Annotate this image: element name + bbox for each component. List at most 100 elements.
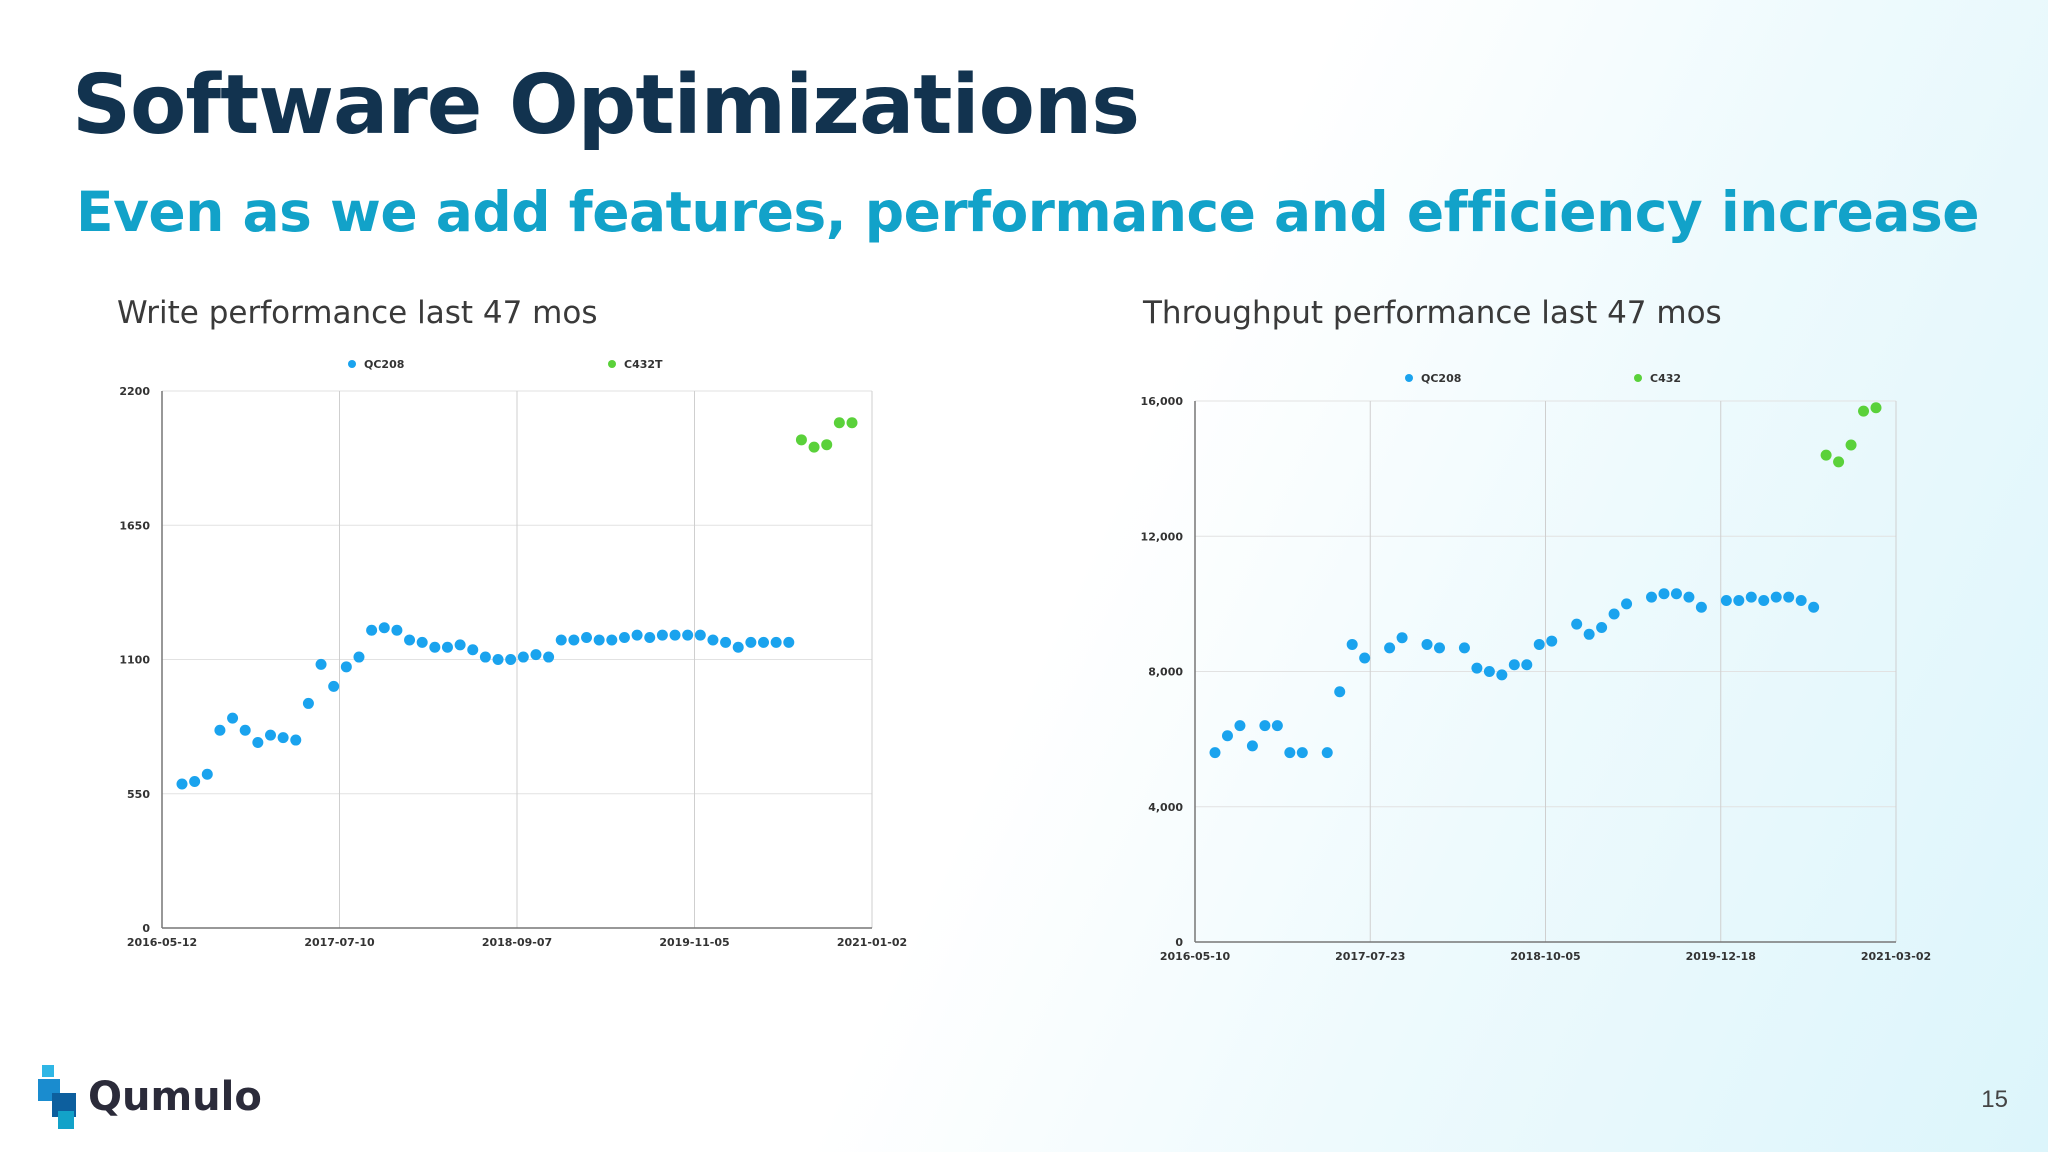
data-point	[1359, 652, 1371, 664]
data-point	[581, 632, 593, 644]
data-point	[214, 724, 226, 736]
data-point	[277, 732, 289, 744]
data-point	[1658, 588, 1670, 600]
data-point	[239, 724, 251, 736]
y-tick-label: 2200	[119, 385, 150, 398]
y-tick-label: 12,000	[1141, 530, 1184, 543]
page-number: 15	[1981, 1086, 2008, 1113]
x-tick-label: 2019-12-18	[1686, 950, 1756, 963]
data-point	[1646, 591, 1658, 603]
x-tick-label: 2018-09-07	[482, 936, 552, 949]
data-point	[1346, 638, 1358, 650]
data-point	[1583, 628, 1595, 640]
data-point	[1271, 720, 1283, 732]
data-point	[429, 641, 441, 653]
data-point	[176, 778, 188, 790]
data-point	[631, 629, 643, 641]
data-point	[669, 629, 681, 641]
y-tick-label: 16,000	[1141, 395, 1184, 408]
data-point	[227, 712, 239, 724]
x-tick-label: 2019-11-05	[659, 936, 729, 949]
slide-title: Software Optimizations	[72, 58, 1140, 153]
x-tick-label: 2021-01-02	[837, 936, 907, 949]
data-point	[1471, 662, 1483, 674]
data-point	[1384, 642, 1396, 654]
data-point	[1508, 659, 1520, 671]
data-point	[1670, 588, 1682, 600]
data-point	[378, 622, 390, 634]
data-point	[264, 729, 276, 741]
data-point	[1845, 439, 1857, 451]
data-point	[1458, 642, 1470, 654]
data-point	[1483, 666, 1495, 677]
data-point	[1745, 591, 1757, 603]
data-point	[770, 636, 782, 648]
data-point	[1783, 591, 1795, 603]
data-point	[479, 651, 491, 663]
data-point	[1571, 618, 1583, 630]
data-point	[846, 417, 858, 429]
data-point	[1870, 402, 1882, 414]
write-performance-chart: 0 550 1100 1650 2200 2016-05-12 2017-07-10 2018…	[119, 358, 907, 949]
data-point	[720, 636, 732, 648]
data-point	[1621, 598, 1633, 610]
x-tick-label: 2016-05-12	[127, 936, 197, 949]
qumulo-logo-text: Qumulo	[88, 1074, 262, 1120]
legend-label: C432T	[624, 358, 663, 371]
data-point	[1546, 635, 1558, 647]
legend-label: C432	[1650, 372, 1681, 385]
data-point	[302, 697, 314, 709]
slide-subtitle: Even as we add features, performance and…	[76, 180, 1980, 244]
data-point	[758, 636, 770, 648]
data-point	[644, 632, 656, 644]
data-point	[366, 624, 378, 636]
write-chart-caption: Write performance last 47 mos	[117, 295, 598, 331]
data-point	[1833, 456, 1845, 468]
y-tick-label: 1100	[119, 654, 150, 667]
y-tick-label: 0	[1175, 936, 1183, 949]
data-point	[1246, 740, 1258, 752]
data-point	[1521, 659, 1533, 671]
data-point	[1421, 638, 1433, 650]
data-point	[1321, 747, 1333, 759]
data-point	[694, 629, 706, 641]
data-point	[1284, 747, 1296, 759]
data-point	[1720, 594, 1732, 606]
legend-marker	[608, 360, 616, 368]
data-point	[252, 736, 264, 748]
data-point	[783, 636, 795, 648]
y-tick-label: 8,000	[1148, 666, 1183, 679]
data-point	[1733, 594, 1745, 606]
data-point	[1770, 591, 1782, 603]
y-tick-label: 4,000	[1148, 801, 1183, 814]
data-point	[467, 644, 479, 656]
data-point	[328, 680, 340, 692]
legend-marker	[348, 360, 356, 368]
x-tick-label: 2017-07-10	[304, 936, 375, 949]
data-point	[353, 651, 365, 663]
data-point	[821, 439, 833, 451]
data-point	[1795, 594, 1807, 606]
data-point	[833, 417, 845, 429]
throughput-chart-caption: Throughput performance last 47 mos	[1143, 295, 1722, 331]
data-point	[454, 639, 466, 651]
data-point	[1334, 686, 1346, 698]
data-point	[315, 658, 327, 670]
data-point	[201, 768, 213, 780]
data-point	[290, 734, 302, 746]
x-tick-label: 2016-05-10	[1160, 950, 1231, 963]
legend-marker	[1634, 374, 1642, 382]
x-tick-label: 2017-07-23	[1335, 950, 1405, 963]
data-point	[1596, 622, 1608, 634]
data-point	[530, 649, 542, 661]
data-point	[1820, 449, 1832, 461]
data-point	[404, 634, 416, 646]
data-point	[189, 776, 201, 788]
data-point	[618, 632, 630, 644]
x-tick-label: 2018-10-05	[1510, 950, 1580, 963]
y-tick-label: 0	[142, 922, 150, 935]
data-point	[555, 634, 567, 646]
data-point	[416, 636, 428, 648]
legend-marker	[1405, 374, 1413, 382]
